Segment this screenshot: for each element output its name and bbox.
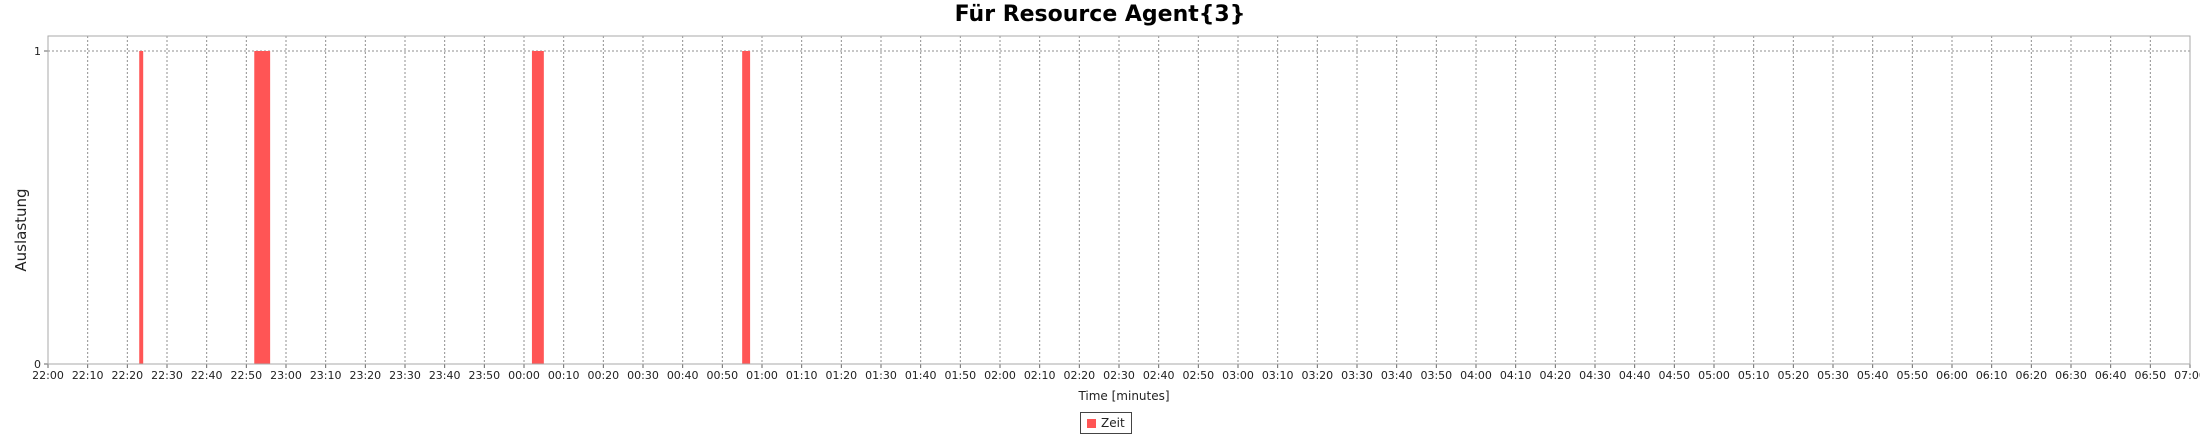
x-tick-label: 23:50 xyxy=(468,369,500,382)
x-tick-label: 23:30 xyxy=(389,369,421,382)
x-tick-label: 01:40 xyxy=(905,369,937,382)
x-tick-labels: 22:00 22:10 22:20 22:30 22:40 22:50 23:00 23:10… xyxy=(32,369,2200,382)
x-tick-label: 06:10 xyxy=(1976,369,2008,382)
x-tick-label: 01:20 xyxy=(825,369,857,382)
x-tick-label: 22:00 xyxy=(32,369,64,382)
x-tick-label: 05:00 xyxy=(1698,369,1730,382)
x-tick-label: 06:40 xyxy=(2095,369,2127,382)
y-tick-label: 0 xyxy=(34,358,41,371)
x-tick-label: 03:00 xyxy=(1222,369,1254,382)
y-axis-label: Auslastung xyxy=(12,188,30,271)
x-tick-label: 23:10 xyxy=(310,369,342,382)
bar xyxy=(139,51,144,364)
x-tick-label: 07:00 xyxy=(2174,369,2200,382)
legend-label: Zeit xyxy=(1101,416,1125,430)
x-tick-label: 22:30 xyxy=(151,369,183,382)
x-tick-label: 02:30 xyxy=(1103,369,1135,382)
x-tick-label: 04:00 xyxy=(1460,369,1492,382)
x-tick-label: 05:30 xyxy=(1817,369,1849,382)
x-tick-label: 02:40 xyxy=(1143,369,1175,382)
x-tick-label: 02:10 xyxy=(1024,369,1056,382)
x-tick-label: 22:20 xyxy=(111,369,143,382)
x-tick-label: 04:10 xyxy=(1500,369,1532,382)
x-tick-label: 00:30 xyxy=(627,369,659,382)
grid-layer xyxy=(47,36,2191,364)
plot-background xyxy=(48,36,2200,364)
x-tick-label: 22:40 xyxy=(191,369,223,382)
bar xyxy=(531,51,544,364)
x-tick-label: 06:30 xyxy=(2055,369,2087,382)
x-tick-label: 05:50 xyxy=(1896,369,1928,382)
x-tick-label: 00:00 xyxy=(508,369,540,382)
x-tick-label: 01:10 xyxy=(786,369,818,382)
x-tick-label: 02:00 xyxy=(984,369,1016,382)
x-tick-label: 04:40 xyxy=(1619,369,1651,382)
x-tick-label: 00:50 xyxy=(706,369,738,382)
bar xyxy=(742,51,751,364)
x-tick-label: 23:00 xyxy=(270,369,302,382)
x-tick-label: 03:10 xyxy=(1262,369,1294,382)
x-tick-label: 23:40 xyxy=(429,369,461,382)
chart-title: Für Resource Agent{3} xyxy=(954,2,1246,27)
x-tick-label: 22:10 xyxy=(72,369,104,382)
x-tick-label: 01:00 xyxy=(746,369,778,382)
x-tick-label: 22:50 xyxy=(230,369,262,382)
x-axis-label: Time [minutes] xyxy=(1077,389,1169,403)
x-tick-label: 04:50 xyxy=(1658,369,1690,382)
x-tick-label: 06:20 xyxy=(2015,369,2047,382)
x-tick-label: 05:10 xyxy=(1738,369,1770,382)
x-tick-label: 06:00 xyxy=(1936,369,1968,382)
bar xyxy=(254,51,271,364)
x-tick-label: 03:40 xyxy=(1381,369,1413,382)
x-tick-label: 02:20 xyxy=(1063,369,1095,382)
x-tick-label: 00:20 xyxy=(587,369,619,382)
x-tick-label: 04:20 xyxy=(1539,369,1571,382)
axis-layer xyxy=(44,35,2191,368)
x-tick-label: 03:50 xyxy=(1420,369,1452,382)
x-tick-label: 05:40 xyxy=(1857,369,1889,382)
bar-layer xyxy=(139,51,751,364)
x-tick-label: 03:30 xyxy=(1341,369,1373,382)
legend-swatch-icon xyxy=(1087,418,1096,428)
x-tick-label: 03:20 xyxy=(1301,369,1333,382)
x-tick-label: 05:20 xyxy=(1777,369,1809,382)
x-tick-label: 06:50 xyxy=(2134,369,2166,382)
x-tick-label: 01:50 xyxy=(944,369,976,382)
x-tick-label: 02:50 xyxy=(1182,369,1214,382)
x-tick-label: 23:20 xyxy=(349,369,381,382)
legend: Zeit xyxy=(1080,412,1132,434)
x-tick-label: 04:30 xyxy=(1579,369,1611,382)
x-tick-label: 00:10 xyxy=(548,369,580,382)
x-tick-label: 00:40 xyxy=(667,369,699,382)
plot-border xyxy=(47,35,2191,365)
y-tick-label: 1 xyxy=(34,45,41,58)
y-tick-labels: 01 xyxy=(34,45,41,371)
x-tick-label: 01:30 xyxy=(865,369,897,382)
